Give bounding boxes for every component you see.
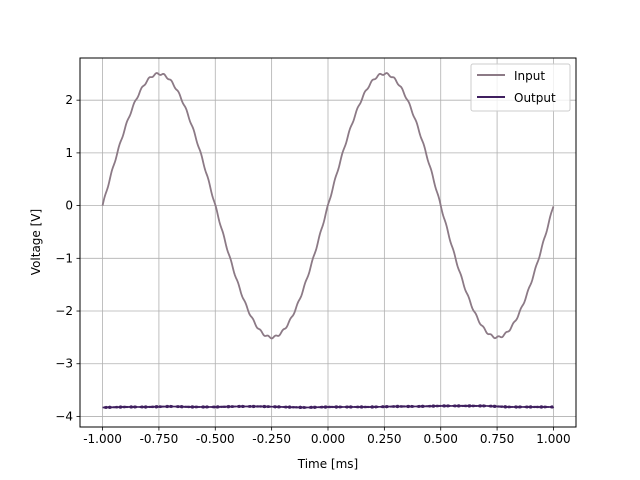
- y-tick-label: −1: [55, 251, 73, 265]
- x-tick-label: -1.000: [83, 432, 122, 446]
- x-axis-label: Time [ms]: [297, 457, 359, 471]
- x-tick-label: -0.500: [196, 432, 235, 446]
- series-layer: [101, 72, 555, 410]
- y-tick-label: −3: [55, 357, 73, 371]
- x-tick-label: 0.500: [424, 432, 458, 446]
- y-tick-label: −4: [55, 409, 73, 423]
- x-tick-label: 0.250: [367, 432, 401, 446]
- legend-label-output: Output: [514, 91, 556, 105]
- x-tick-label: 0.750: [480, 432, 514, 446]
- series-line-input: [101, 72, 555, 340]
- y-tick-label: 2: [65, 93, 73, 107]
- x-tick-label: 0.000: [311, 432, 345, 446]
- y-tick-label: 0: [65, 199, 73, 213]
- x-tick-label: 1.000: [536, 432, 570, 446]
- x-tick-label: -0.250: [252, 432, 291, 446]
- y-tick-label: −2: [55, 304, 73, 318]
- y-tick-label: 1: [65, 146, 73, 160]
- y-axis-ticks: −4 −3 −2 −1 0 1 2: [55, 93, 80, 423]
- x-axis-ticks: -1.000 -0.750 -0.500 -0.250 0.000 0.250 0.500 0…: [83, 427, 571, 446]
- series-line-output: [102, 404, 555, 410]
- legend-label-input: Input: [514, 69, 545, 83]
- y-axis-label: Voltage [V]: [29, 209, 43, 275]
- legend: Input Output: [470, 63, 571, 112]
- x-tick-label: -0.750: [140, 432, 179, 446]
